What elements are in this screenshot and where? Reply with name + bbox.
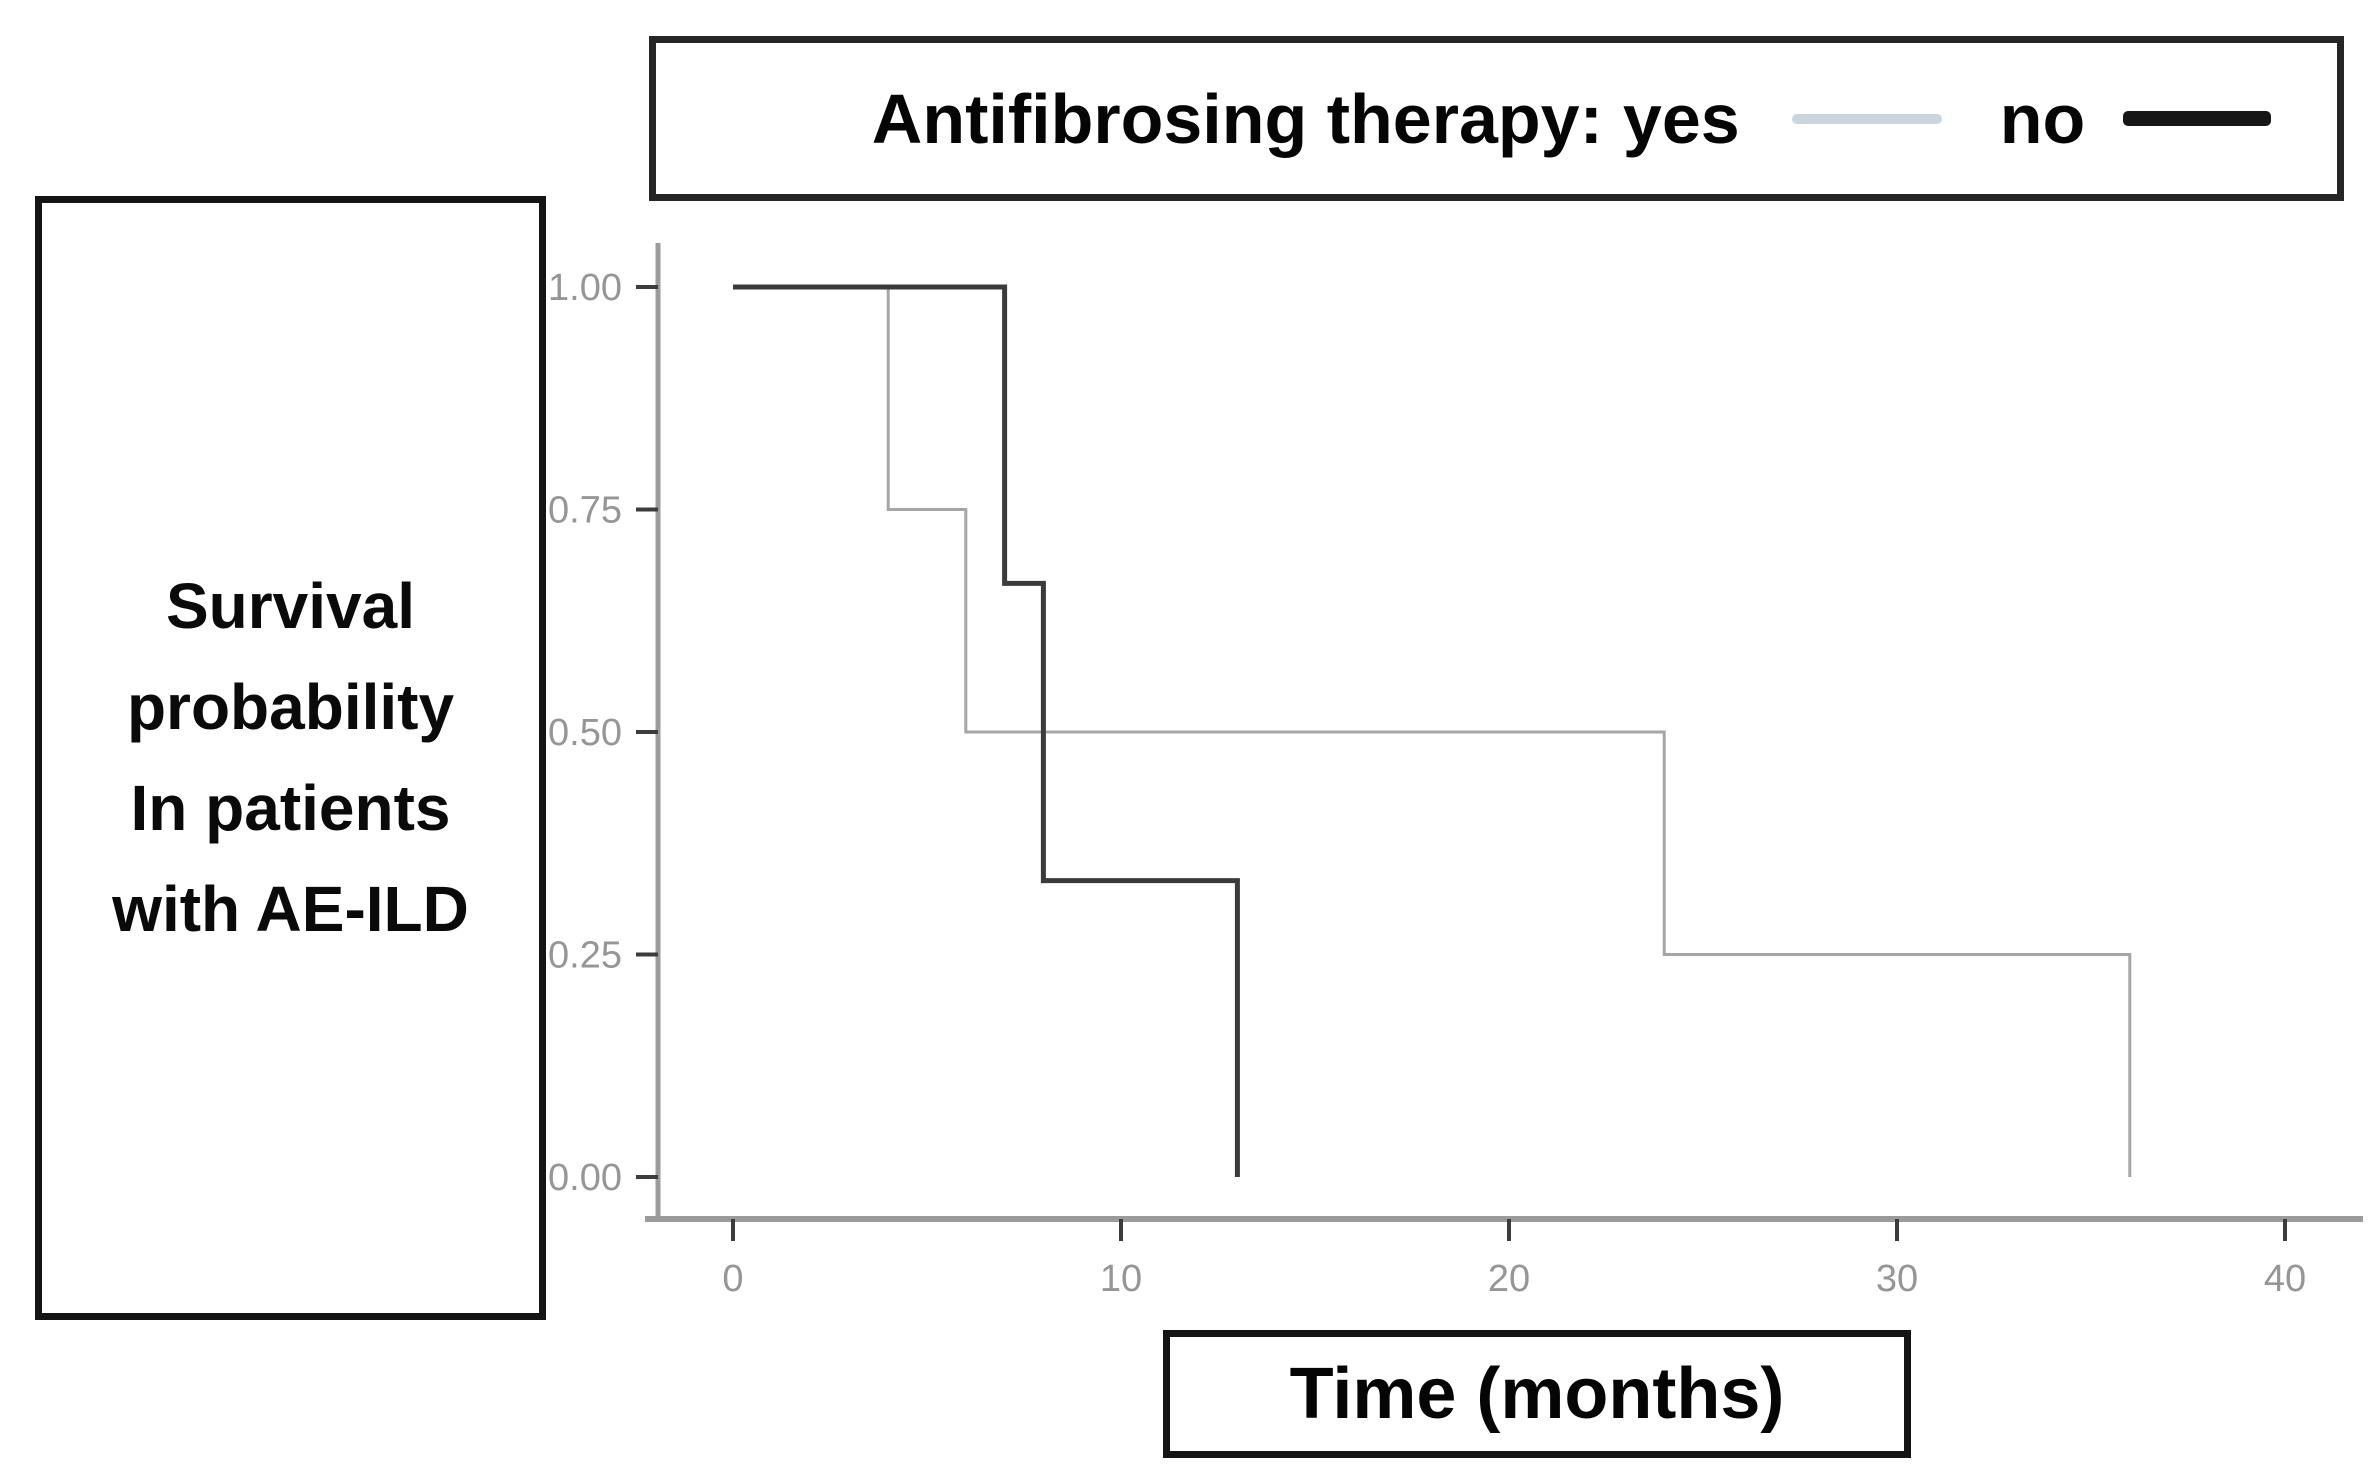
y-tick-label: 0.25 <box>548 935 622 977</box>
y-tick-label: 0.00 <box>548 1157 622 1199</box>
y-axis-label-line: In patients <box>130 772 451 844</box>
legend-box: Antifibrosing therapy: yes no <box>649 36 2344 201</box>
legend-title: Antifibrosing therapy: <box>871 79 1603 158</box>
y-axis-label-line: with AE-ILD <box>112 873 469 945</box>
legend-label-yes: yes <box>1622 79 1740 158</box>
x-tick-label: 0 <box>722 1258 743 1300</box>
x-axis-label-box: Time (months) <box>1163 1330 1911 1458</box>
y-axis-label-box: Survival probability In patients with AE… <box>35 196 546 1320</box>
x-tick-label: 40 <box>2264 1258 2306 1300</box>
y-axis-label-line: probability <box>126 671 455 743</box>
x-tick-label: 30 <box>1876 1258 1918 1300</box>
legend-line-sample-yes <box>1791 113 1942 124</box>
legend-label-no: no <box>1999 79 2086 158</box>
x-tick-label: 10 <box>1100 1258 1142 1300</box>
y-tick-label: 0.75 <box>548 490 622 532</box>
legend-line-sample-no <box>2123 111 2272 126</box>
x-tick-label: 20 <box>1488 1258 1530 1300</box>
survival-curve-yes <box>733 285 2132 1177</box>
y-axis-label-line: Survival <box>165 570 416 642</box>
x-axis-label: Time (months) <box>1289 1354 1785 1434</box>
y-tick-label: 0.50 <box>548 712 622 754</box>
survival-curve-no <box>733 284 1240 1177</box>
y-tick-label: 1.00 <box>548 267 622 309</box>
